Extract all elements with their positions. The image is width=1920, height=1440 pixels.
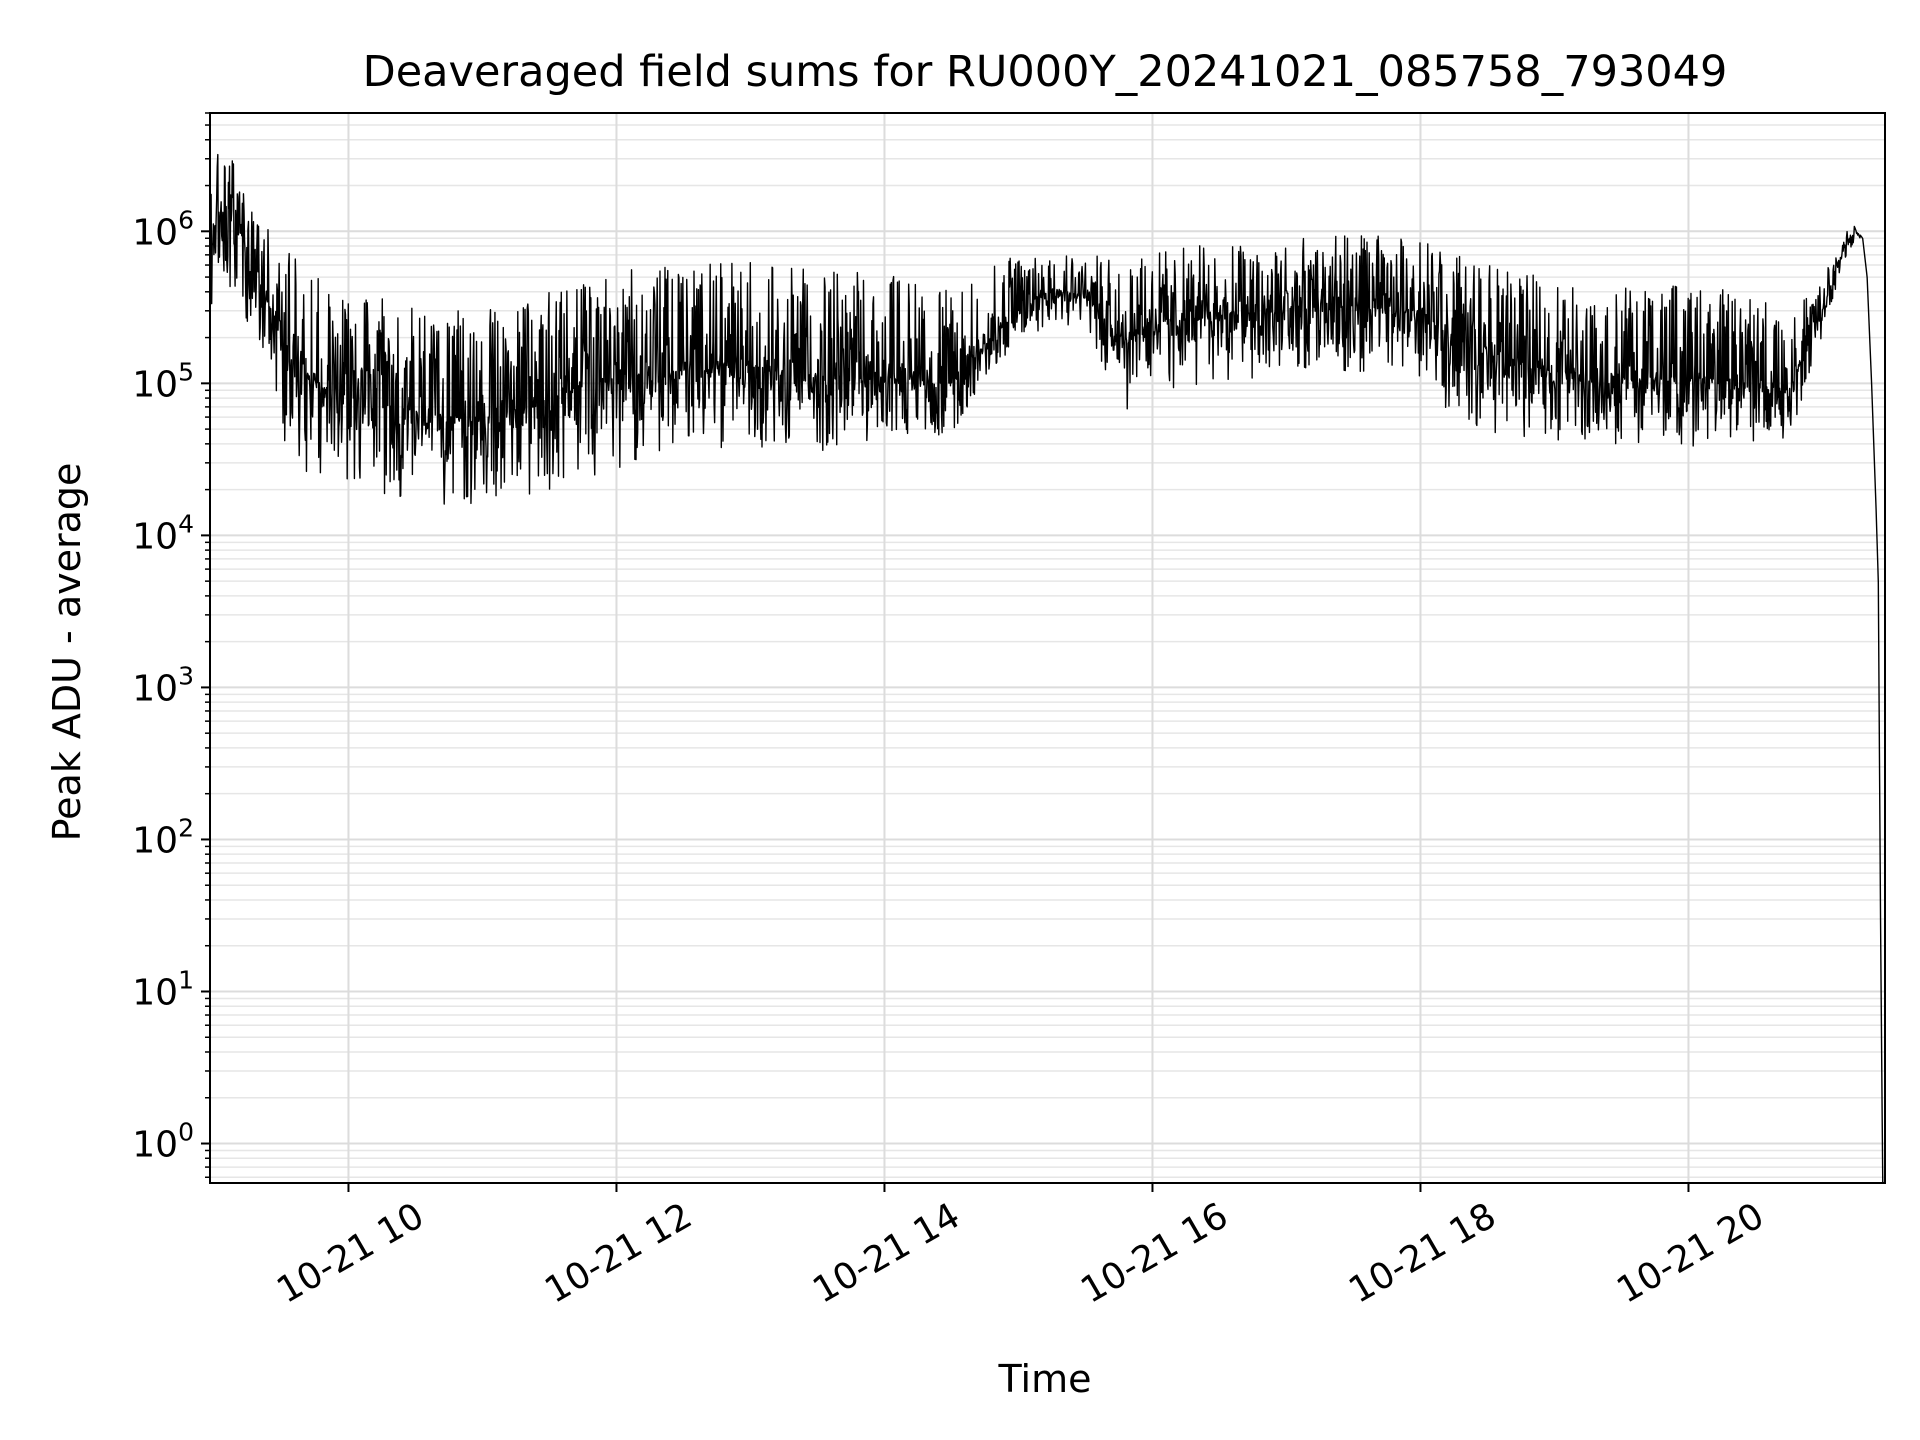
series-group [209, 153, 1884, 1184]
y-tick-label: 103 [132, 661, 194, 709]
plot-frame [209, 112, 1886, 1184]
y-axis: 100 101 102 103 104 105 106 [132, 112, 210, 1179]
y-tick-label: 104 [132, 509, 194, 557]
y-tick-label: 105 [132, 357, 194, 405]
x-axis-label: Time [998, 1357, 1092, 1401]
chart-title: Deaveraged field sums for RU000Y_2024102… [363, 47, 1728, 97]
series-line [209, 153, 1884, 1184]
y-tick-label: 100 [132, 1118, 194, 1166]
y-tick-label: 102 [132, 813, 194, 861]
y-axis-label: Peak ADU - average [45, 463, 89, 842]
y-tick-label: 106 [132, 205, 194, 253]
y-tick-label: 101 [132, 965, 194, 1013]
